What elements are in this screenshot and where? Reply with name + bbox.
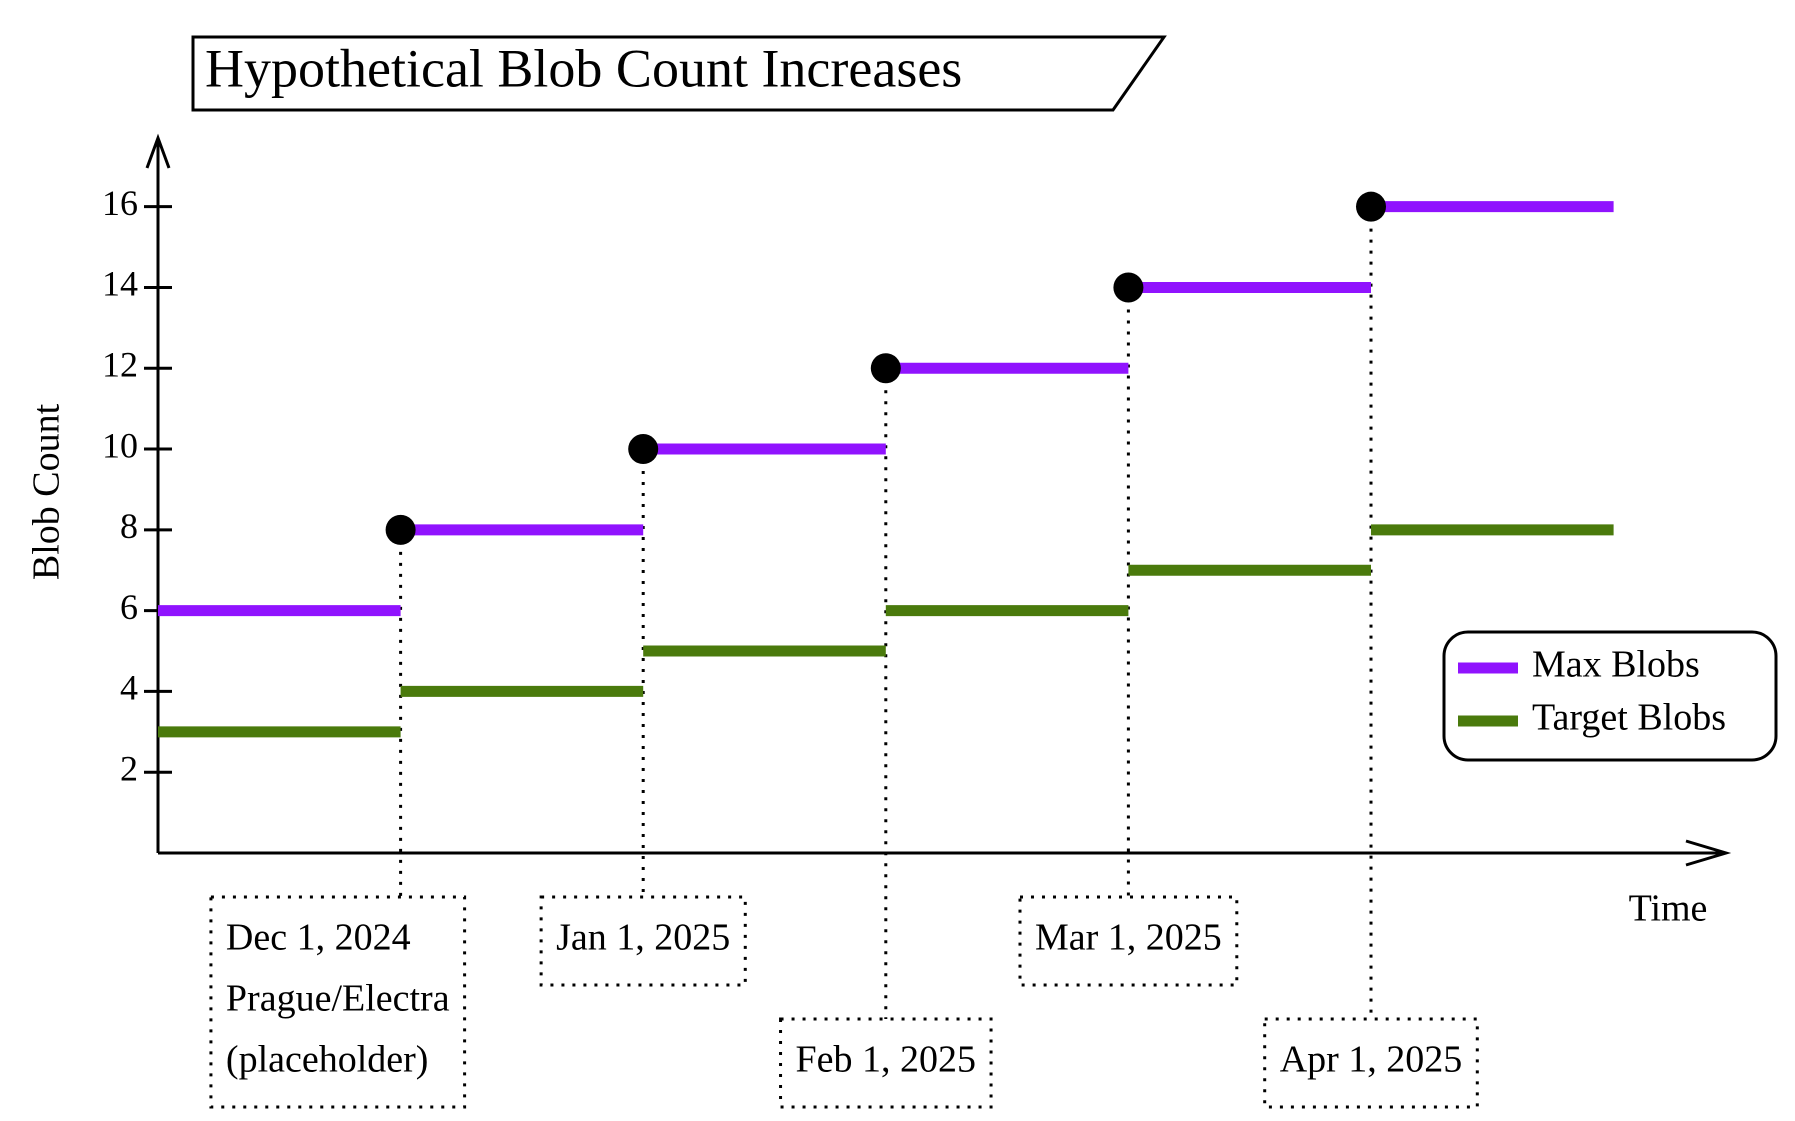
increase-dot: [628, 434, 659, 465]
event-box: [1263, 1017, 1479, 1109]
increase-dot: [1113, 272, 1144, 303]
y-tick-label: 10: [102, 425, 138, 465]
y-tick-label: 12: [102, 345, 138, 385]
legend-box: [1442, 630, 1778, 762]
legend-label: Max Blobs: [1532, 644, 1700, 686]
y-axis-label: Blob Count: [26, 403, 68, 580]
increase-dot: [385, 514, 416, 545]
event-box: [539, 895, 747, 987]
event-note: (placeholder): [226, 1039, 429, 1081]
title-box: [191, 35, 1167, 112]
y-tick-label: 16: [102, 183, 138, 223]
event-date: Apr 1, 2025: [1280, 1039, 1463, 1081]
y-tick-label: 6: [120, 587, 138, 627]
event-date: Mar 1, 2025: [1035, 917, 1222, 959]
event-date: Dec 1, 2024: [226, 917, 411, 959]
chart-title: Hypothetical Blob Count Increases: [205, 38, 962, 98]
event-date: Feb 1, 2025: [796, 1039, 977, 1081]
event-box: [209, 895, 467, 1109]
event-date: Jan 1, 2025: [556, 917, 730, 959]
x-arrow: [1685, 839, 1732, 867]
x-axis-label: Time: [1629, 888, 1708, 930]
y-tick-label: 14: [102, 264, 138, 304]
increase-dot: [870, 353, 901, 384]
event-box: [779, 1017, 993, 1109]
event-note: Prague/Electra: [226, 978, 450, 1020]
y-tick-label: 2: [120, 748, 138, 788]
y-arrow: [145, 133, 171, 169]
event-box: [1018, 895, 1239, 987]
increase-dot: [1356, 191, 1386, 222]
y-tick-label: 8: [120, 506, 138, 546]
legend-label: Target Blobs: [1532, 697, 1726, 739]
y-tick-label: 4: [120, 668, 138, 708]
